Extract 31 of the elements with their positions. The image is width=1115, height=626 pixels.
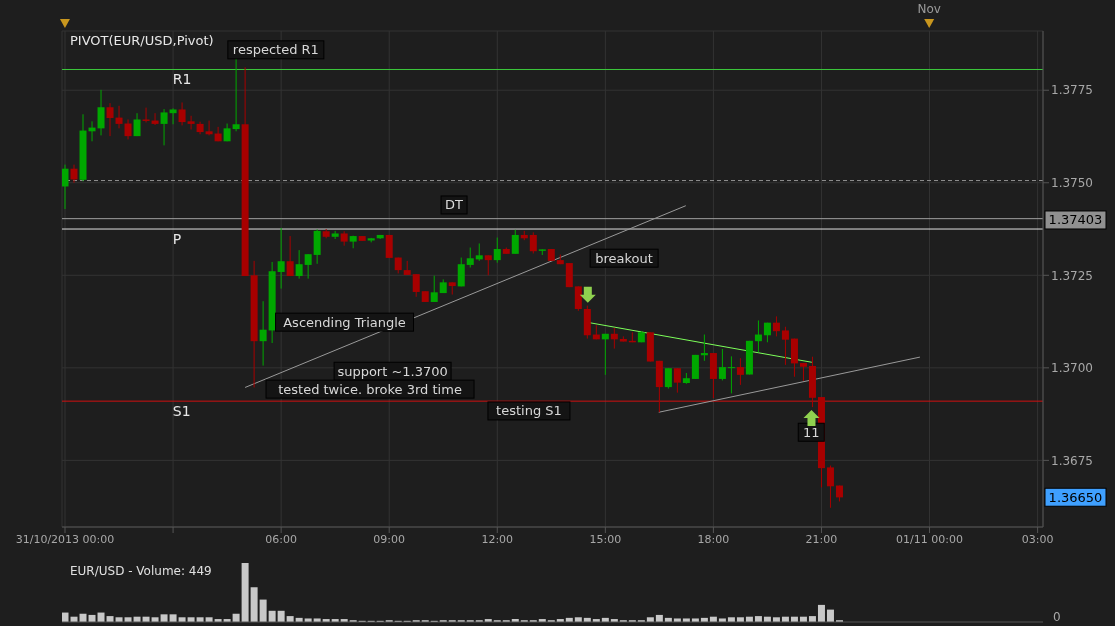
x-tick-label: 06:00: [265, 532, 297, 546]
ref-line-label: S1: [172, 403, 191, 420]
chart-title: PIVOT(EUR/USD,Pivot): [70, 33, 214, 48]
ref-line-label: R1: [172, 71, 192, 88]
annotation: breakout: [595, 250, 653, 266]
x-tick-label: 31/10/2013 00:00: [15, 532, 115, 546]
annotation: DT: [445, 197, 464, 213]
x-tick-label: 15:00: [589, 532, 622, 546]
text: 0: [1053, 610, 1061, 624]
annotation: testing S1: [496, 403, 562, 419]
chart-title: EUR/USD - Volume: 449: [70, 564, 212, 578]
x-tick-label: 03:00: [1021, 532, 1054, 546]
x-tick-label: 01/11 00:00: [896, 532, 963, 546]
annotation: respected R1: [232, 42, 319, 58]
x-tick-label: 12:00: [481, 532, 514, 546]
x-tick-label: 09:00: [373, 532, 406, 546]
y-tick-label: 1.3700: [1051, 361, 1093, 376]
ref-line-label: P: [172, 231, 182, 248]
y-tick-label: 1.3675: [1051, 453, 1093, 468]
annotation: support ~1.3700: [337, 363, 448, 379]
x-tick-label: 21:00: [805, 532, 838, 546]
text: Nov: [917, 2, 941, 16]
y-tick-label: 1.3750: [1051, 176, 1093, 191]
text: 1.36650: [1048, 489, 1103, 505]
annotation: Ascending Triangle: [283, 314, 406, 330]
annotation: tested twice. broke 3rd time: [278, 381, 462, 397]
y-tick-label: 1.3775: [1051, 83, 1093, 98]
y-tick-label: 1.3725: [1051, 268, 1093, 283]
text: 1.37403: [1048, 212, 1103, 228]
x-tick-label: 18:00: [697, 532, 730, 546]
annotation: 11: [802, 424, 820, 440]
